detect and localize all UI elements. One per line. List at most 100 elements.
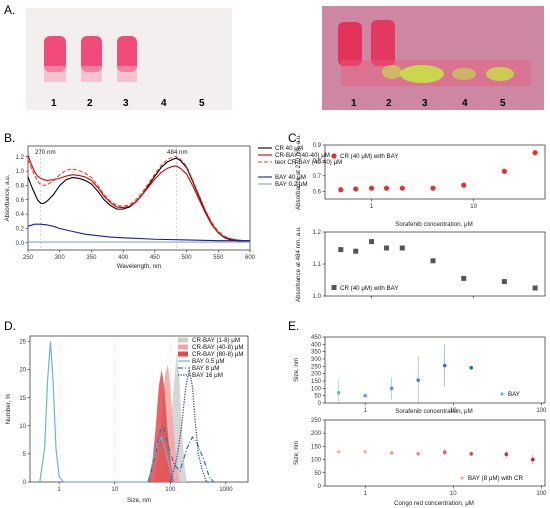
panel-b-legend-label-4: BAY 0.2 μM: [275, 181, 308, 188]
panel-e-x-tick-label: 10: [450, 408, 457, 414]
panel-e-y-tick-label: 0: [318, 484, 322, 490]
panel-c-data-point: [430, 258, 436, 264]
panel-d-y-tick-label: 10: [19, 424, 26, 430]
panel-d-y-label: Number, %: [5, 393, 12, 424]
panel-b: B. 250 300 350 400 450 500 550 600 0.0 0.2 0.4 0.6…: [4, 131, 342, 270]
right-gel: 1 2 3 4 5: [322, 6, 544, 110]
panel-b-x-label: Wavelength, nm: [117, 263, 161, 270]
panel-b-x-tick-label: 300: [55, 255, 66, 261]
panel-d-series: [39, 336, 215, 483]
left-gel-lane-5: 5: [199, 98, 205, 109]
panel-b-x-tick-label: 500: [182, 255, 193, 261]
panel-c-x-tick-label: 1: [370, 204, 374, 210]
panel-b-series: [27, 155, 250, 243]
panel-e-top-legend-marker: [500, 392, 504, 396]
panel-e-y-tick-label: 100: [311, 458, 322, 464]
panel-d-letter: D.: [4, 319, 16, 333]
panel-c-y-tick-label: 1.2: [313, 230, 322, 236]
panel-e-top-x-label: Sorafenib concentration, μM: [395, 408, 473, 415]
panel-c-data-point: [383, 185, 390, 191]
panel-e-bottom-x-label: Congo red concentration, μM: [394, 500, 474, 507]
right-gel-lane-1: 1: [351, 98, 357, 109]
panel-b-y-ticks: 0.0 0.2 0.4 0.6 0.8 1.0 1.2: [16, 155, 28, 247]
right-gel-spot-2: [382, 65, 402, 79]
panel-d: D. 1 10 100 1000 0 5 10 15 20 25 Size, nm Number…: [4, 319, 249, 504]
left-gel-smear-1: [44, 66, 66, 82]
left-gel-band-1: [44, 36, 66, 72]
panel-d-x-ticks: 1 10 100 1000: [57, 482, 233, 493]
left-gel-lane-2: 2: [87, 98, 93, 109]
panel-e-data-point: [442, 450, 447, 455]
panel-b-legend-label-1: CR-BAY (40-40) μM: [275, 152, 330, 159]
panel-b-y-tick-label: 0.2: [16, 226, 25, 232]
left-gel-smear-2: [81, 66, 102, 82]
panel-e-y-tick-label: 350: [311, 350, 322, 356]
panel-d-x-tick-label: 10: [111, 487, 118, 493]
panel-c-data-point: [399, 245, 405, 251]
panel-c-data-point: [338, 187, 344, 193]
panel-c-data-point: [461, 182, 467, 188]
panel-b-letter: B.: [4, 131, 15, 145]
panel-e-data-point: [504, 452, 509, 457]
panel-c-top-y-label: Absorbance at 270 nm, a.u.: [295, 134, 302, 210]
panel-e-data-point: [442, 363, 447, 368]
panel-e-x-tick-label: 1: [363, 408, 367, 414]
panel-e-data-point: [363, 393, 367, 398]
panel-d-legend-label-0: CR-BAY (1-8) μM: [192, 337, 240, 344]
panel-d-y-tick-label: 20: [19, 368, 26, 374]
panel-c-data-point: [501, 279, 507, 285]
panel-b-annotation-484: 484 nm: [167, 149, 188, 156]
panel-c-y-tick-label: 0.6: [313, 189, 322, 195]
panel-e-y-tick-label: 250: [311, 364, 322, 370]
panel-c-data-point: [353, 186, 359, 192]
left-gel-lane-4: 4: [161, 98, 167, 109]
right-gel-lane-4: 4: [462, 98, 468, 109]
panel-d-y-tick-label: 0: [23, 480, 27, 486]
panel-a-letter: A.: [4, 3, 15, 17]
panel-b-series-line-2: [27, 156, 250, 242]
panel-d-x-tick-label: 1: [57, 487, 61, 493]
panel-e-bottom-series: 0 50 100 150 200 250 1 10 100: [311, 418, 547, 497]
left-gel-lane-1: 1: [51, 98, 57, 109]
panel-e-bottom-y-label: Size, nm: [293, 441, 300, 465]
panel-e-data-point: [363, 449, 367, 454]
panel-b-x-ticks: 250 300 350 400 450 500 550 600: [23, 250, 256, 261]
panel-c-data-point: [532, 150, 538, 156]
panel-b-x-tick-label: 350: [86, 255, 97, 261]
panel-d-x-tick-label: 1000: [219, 487, 233, 493]
panel-e-data-point: [469, 451, 474, 456]
panel-e-y-tick-label: 150: [311, 444, 322, 450]
panel-c-bottom-legend-marker: [331, 285, 337, 290]
panel-c-bottom-series: 1.0 1.1 1.2: [313, 230, 538, 300]
panel-e-x-tick-label: 10: [450, 491, 457, 497]
panel-c-data-point: [461, 275, 467, 281]
panel-d-x-tick-label: 100: [165, 487, 176, 493]
left-gel-smear-3: [117, 66, 137, 82]
panel-e-x-tick-label: 100: [536, 491, 547, 497]
panel-b-x-tick-label: 600: [245, 255, 256, 261]
panel-e-y-tick-label: 250: [311, 418, 322, 424]
panel-e-x-tick-label: 100: [536, 408, 547, 414]
panel-e-top-legend-label: BAY: [508, 391, 520, 398]
panel-c-data-point: [369, 239, 375, 245]
panel-e-y-tick-label: 450: [311, 335, 322, 341]
panel-e-y-tick-label: 150: [311, 379, 322, 385]
panel-d-legend-swatch-1: [178, 344, 188, 350]
panel-e-data-point: [416, 451, 421, 456]
panel-e-data-point: [389, 386, 394, 391]
panel-c-top-series: 0.6 0.7 0.8 0.9 1 10: [313, 143, 538, 210]
panel-c-data-point: [338, 247, 344, 253]
right-gel-band-2: [371, 20, 395, 66]
panel-e-y-tick-label: 50: [314, 394, 321, 400]
panel-d-line-4: [147, 424, 215, 483]
panel-d-y-tick-label: 15: [19, 396, 26, 402]
panel-e-bottom-frame: [324, 419, 546, 487]
panel-b-legend-label-0: CR 40 μM: [275, 145, 303, 152]
panel-c-x-tick-label: 10: [470, 204, 477, 210]
panel-c-data-point: [399, 185, 405, 191]
right-gel-band-1: [338, 22, 362, 66]
right-gel-lane-5: 5: [500, 98, 506, 109]
panel-e-y-tick-label: 200: [311, 431, 322, 437]
